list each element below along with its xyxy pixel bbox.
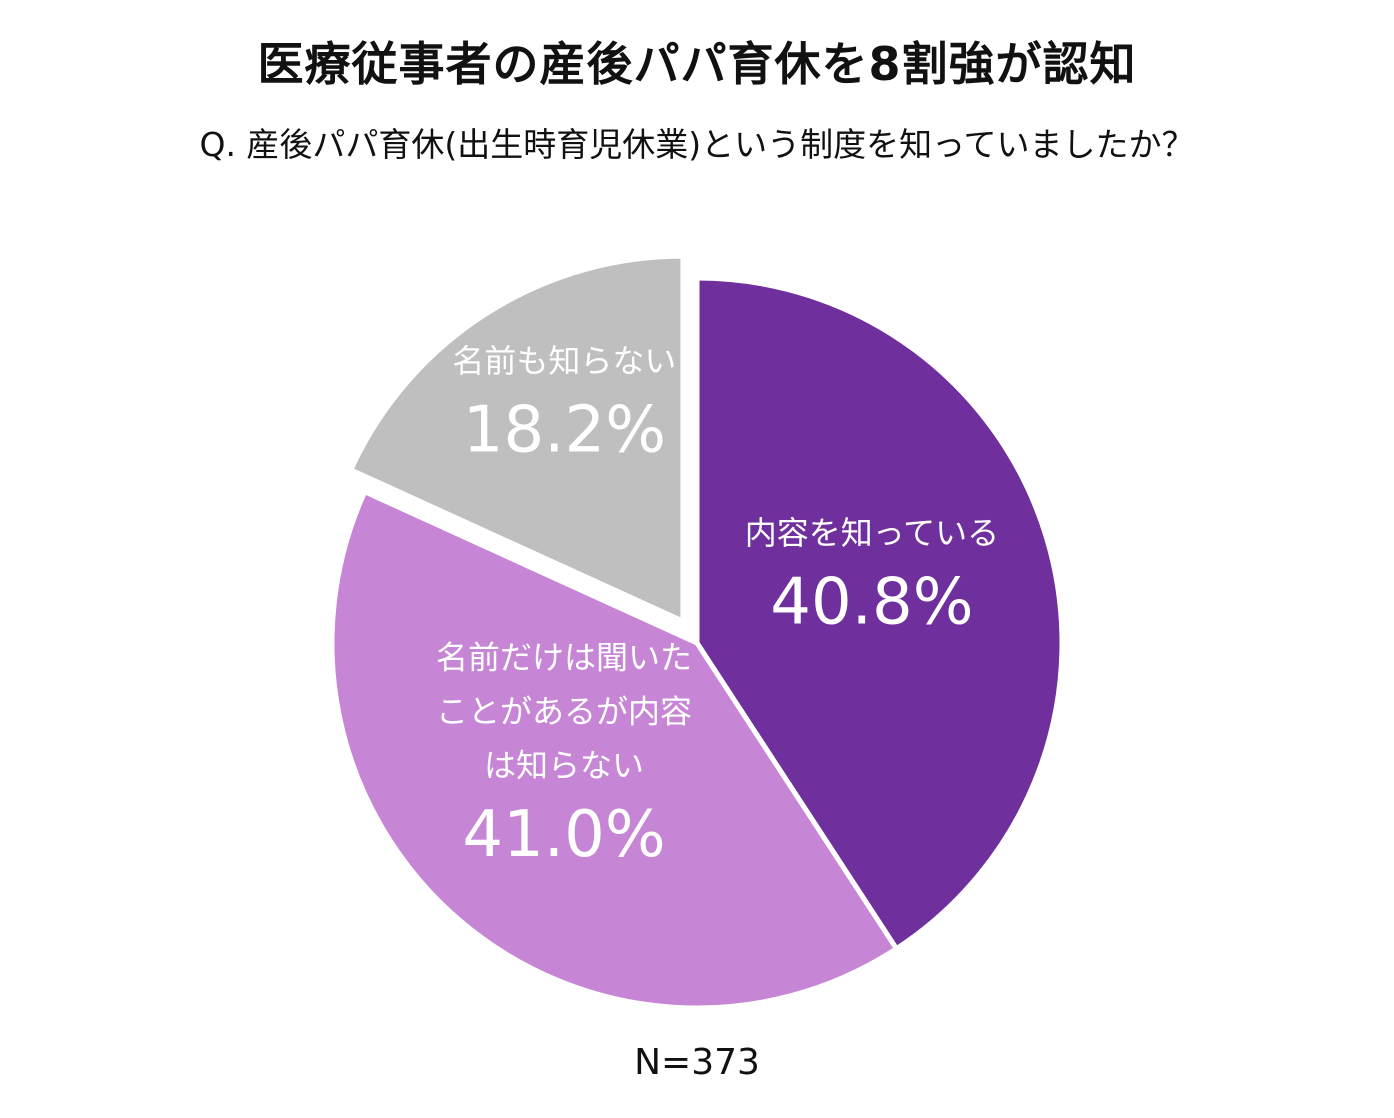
slice-value-0: 40.8% xyxy=(770,565,973,639)
slice-label-1-line-0: 名前だけは聞いた xyxy=(436,639,692,677)
slice-value-1: 41.0% xyxy=(462,798,665,872)
pie-slice-2 xyxy=(348,253,686,624)
slice-label-1-line-1: ことがあるが内容 xyxy=(436,693,692,731)
sample-size-note: N=373 xyxy=(634,1042,760,1083)
slice-label-0-line-0: 内容を知っている xyxy=(745,514,999,552)
slice-label-2-line-0: 名前も知らない xyxy=(452,342,676,380)
slice-value-2: 18.2% xyxy=(463,393,666,467)
pie-slice-1 xyxy=(329,489,899,1011)
slice-label-1-line-2: は知らない xyxy=(484,747,644,785)
chart-title: 医療従事者の産後パパ育休を8割強が認知 xyxy=(257,37,1137,91)
chart-subtitle: Q. 産後パパ育休(出生時育児休業)という制度を知っていましたか？ xyxy=(199,125,1195,164)
